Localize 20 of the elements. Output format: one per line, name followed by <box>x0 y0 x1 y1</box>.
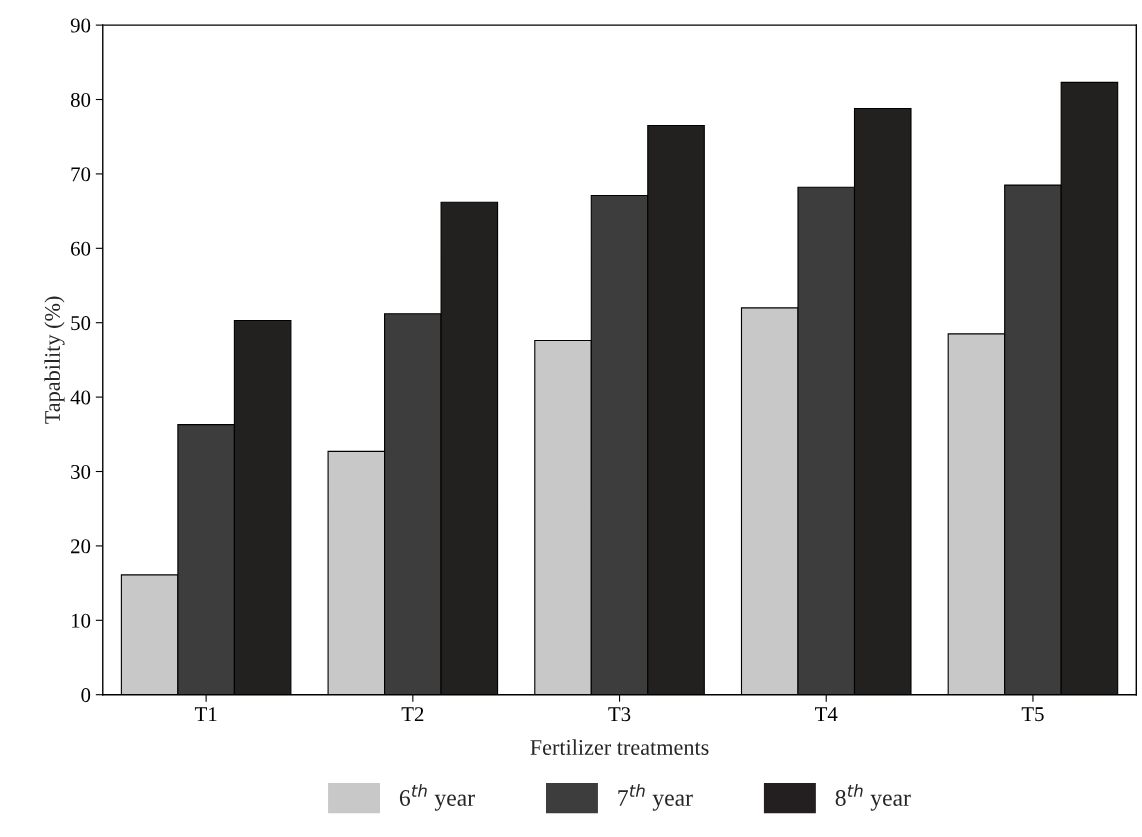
x-tick-label: T3 <box>608 707 631 722</box>
x-tick-label: T1 <box>194 707 217 721</box>
y-tick-label: 50 <box>71 316 91 331</box>
x-tick-label: T5 <box>1021 707 1044 722</box>
legend-label: 8$^{th}$ year <box>835 784 911 811</box>
y-tick-label: 90 <box>70 18 91 33</box>
y-tick-label: 30 <box>71 464 91 479</box>
y-tick-label: 20 <box>71 539 91 554</box>
legend-label: 6$^{th}$ year <box>399 784 475 811</box>
y-tick-label: 10 <box>71 613 91 628</box>
x-axis-title: Fertilizer treatments <box>530 739 709 755</box>
x-tick-label: T2 <box>401 707 424 721</box>
legend-label: 7$^{th}$ year <box>618 784 693 811</box>
y-tick-label: 70 <box>71 167 91 182</box>
y-tick-label: 40 <box>70 390 91 405</box>
x-tick-label: T4 <box>815 707 838 721</box>
y-tick-label: 60 <box>71 241 91 256</box>
y-axis-title: Tapability (%) <box>44 296 65 424</box>
y-tick-label: 0 <box>81 688 91 703</box>
y-tick-label: 80 <box>70 92 91 107</box>
